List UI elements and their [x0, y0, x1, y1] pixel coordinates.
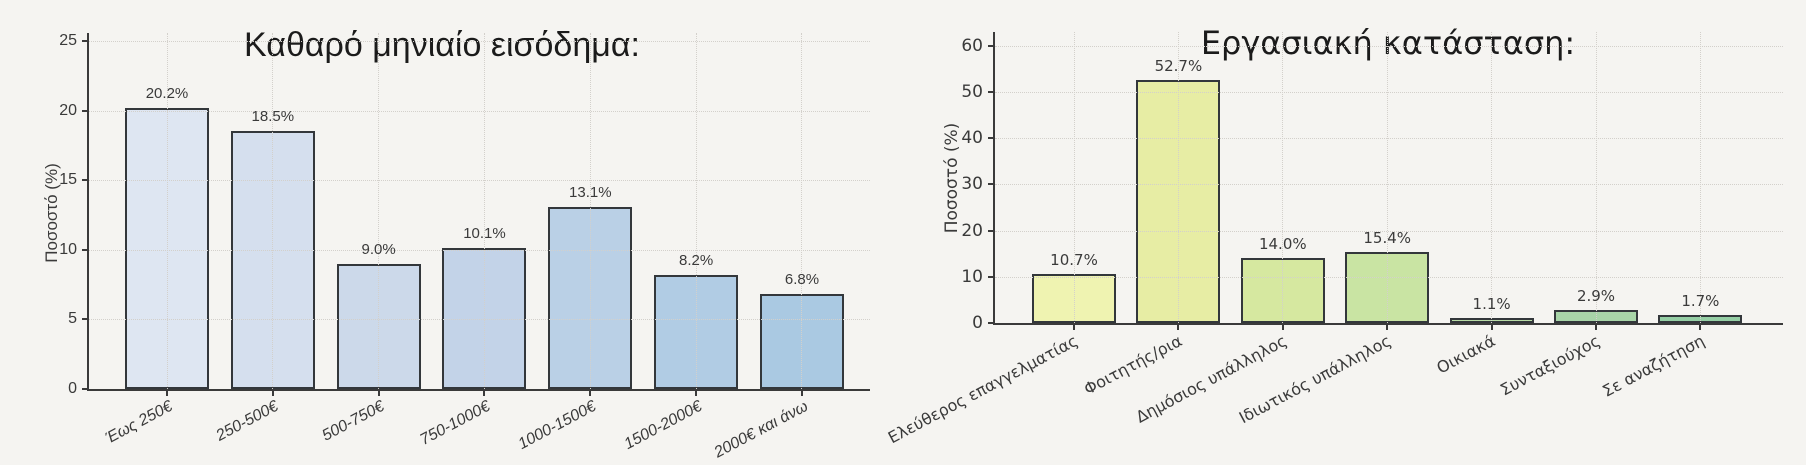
bar-value-label: 8.2% [679, 251, 714, 269]
gridline-vertical [272, 33, 274, 389]
x-category-label: Φοιτητής/ρια [1080, 331, 1186, 399]
chart-title: Καθαρό μηνιαίο εισόδημα: [244, 26, 640, 64]
gridline-vertical [1386, 32, 1388, 323]
bar-value-label: 18.5% [251, 108, 295, 126]
gridline-horizontal [89, 41, 870, 42]
x-axis-spine [87, 389, 870, 391]
gridline-horizontal [89, 319, 870, 321]
x-tick-mark [1386, 324, 1389, 330]
bar-value-label: 15.4% [1363, 228, 1412, 247]
x-axis-spine [993, 323, 1783, 325]
bar-value-label: 2.9% [1576, 286, 1616, 305]
bar-value-label: 1.1% [1472, 294, 1511, 313]
gridline-horizontal [995, 276, 1783, 278]
y-tick-label: 60 [961, 35, 983, 56]
bar-value-label: 6.8% [784, 271, 820, 289]
y-tick-label: 20 [59, 101, 77, 119]
y-tick-mark [988, 275, 994, 278]
gridline-horizontal [995, 184, 1783, 186]
bar-value-label: 13.1% [569, 183, 612, 201]
y-tick-mark [82, 318, 88, 321]
y-tick-label: 10 [59, 240, 77, 258]
gridline-vertical [1595, 32, 1597, 323]
y-tick-mark [988, 137, 994, 140]
x-tick-mark [589, 390, 592, 396]
gridline-horizontal [995, 230, 1783, 232]
y-tick-label: 30 [961, 174, 983, 195]
y-tick-mark [988, 44, 994, 47]
gridline-vertical [801, 33, 803, 389]
gridline-vertical [483, 33, 485, 389]
y-axis-spine [87, 33, 89, 391]
gridline-horizontal [89, 110, 870, 112]
gridline-vertical [1491, 32, 1493, 323]
y-tick-mark [82, 40, 88, 42]
gridline-vertical [589, 33, 591, 389]
y-tick-label: 25 [59, 32, 77, 49]
gridline-vertical [695, 33, 697, 389]
gridline-horizontal [995, 92, 1783, 94]
y-tick-label: 5 [68, 310, 77, 328]
x-tick-mark [1595, 324, 1597, 330]
y-tick-mark [988, 322, 994, 324]
gridline-vertical [1282, 32, 1284, 323]
gridline-horizontal [89, 180, 870, 182]
x-category-label: Σε αναζήτηση [1598, 331, 1708, 401]
gridline-horizontal [89, 249, 870, 251]
y-tick-label: 15 [59, 171, 77, 189]
y-tick-label: 0 [972, 313, 983, 333]
gridline-vertical [1699, 32, 1701, 323]
chart-title: Εργασιακή κατάσταση: [1200, 24, 1576, 62]
gridline-vertical [166, 33, 168, 389]
bar-value-label: 10.1% [463, 225, 506, 243]
y-tick-mark [82, 109, 88, 112]
bar-value-label: 20.2% [145, 84, 189, 102]
x-tick-mark [1281, 324, 1284, 330]
y-tick-label: 40 [961, 128, 983, 149]
y-tick-mark [82, 248, 88, 251]
gridline-vertical [1177, 32, 1179, 323]
y-tick-mark [988, 229, 994, 232]
y-axis-title: Ποσοστό (%) [942, 122, 962, 234]
y-tick-label: 0 [68, 380, 77, 397]
y-tick-label: 20 [961, 220, 983, 241]
gridline-horizontal [995, 138, 1783, 140]
y-axis-spine [993, 32, 995, 325]
x-tick-mark [1490, 324, 1493, 330]
y-tick-mark [988, 91, 994, 94]
y-tick-mark [988, 183, 994, 186]
x-tick-mark [271, 390, 274, 396]
x-category-label: Οικιακά [1433, 331, 1499, 378]
bar-value-label: 52.7% [1154, 56, 1203, 75]
bar-value-label: 14.0% [1258, 235, 1307, 254]
x-tick-mark [695, 390, 698, 396]
bar-value-label: 1.7% [1681, 292, 1720, 311]
y-tick-mark [82, 179, 88, 182]
x-tick-mark [166, 390, 168, 396]
gridline-vertical [378, 33, 380, 389]
gridline-vertical [1073, 32, 1075, 323]
x-tick-mark [800, 390, 803, 396]
y-tick-mark [82, 388, 88, 390]
x-tick-mark [1699, 324, 1702, 330]
bar-value-label: 9.0% [361, 240, 396, 258]
y-tick-label: 10 [961, 266, 983, 287]
x-category-label: Συνταξιούχος [1496, 331, 1603, 400]
x-tick-mark [377, 390, 380, 396]
x-category-label: Ελεύθερος επαγγελματίας [884, 331, 1081, 448]
x-tick-mark [1073, 324, 1075, 330]
bar-value-label: 10.7% [1050, 250, 1098, 269]
gridline-horizontal [995, 45, 1783, 47]
x-tick-mark [1177, 324, 1180, 330]
y-tick-label: 50 [961, 82, 983, 103]
x-tick-mark [483, 390, 486, 396]
